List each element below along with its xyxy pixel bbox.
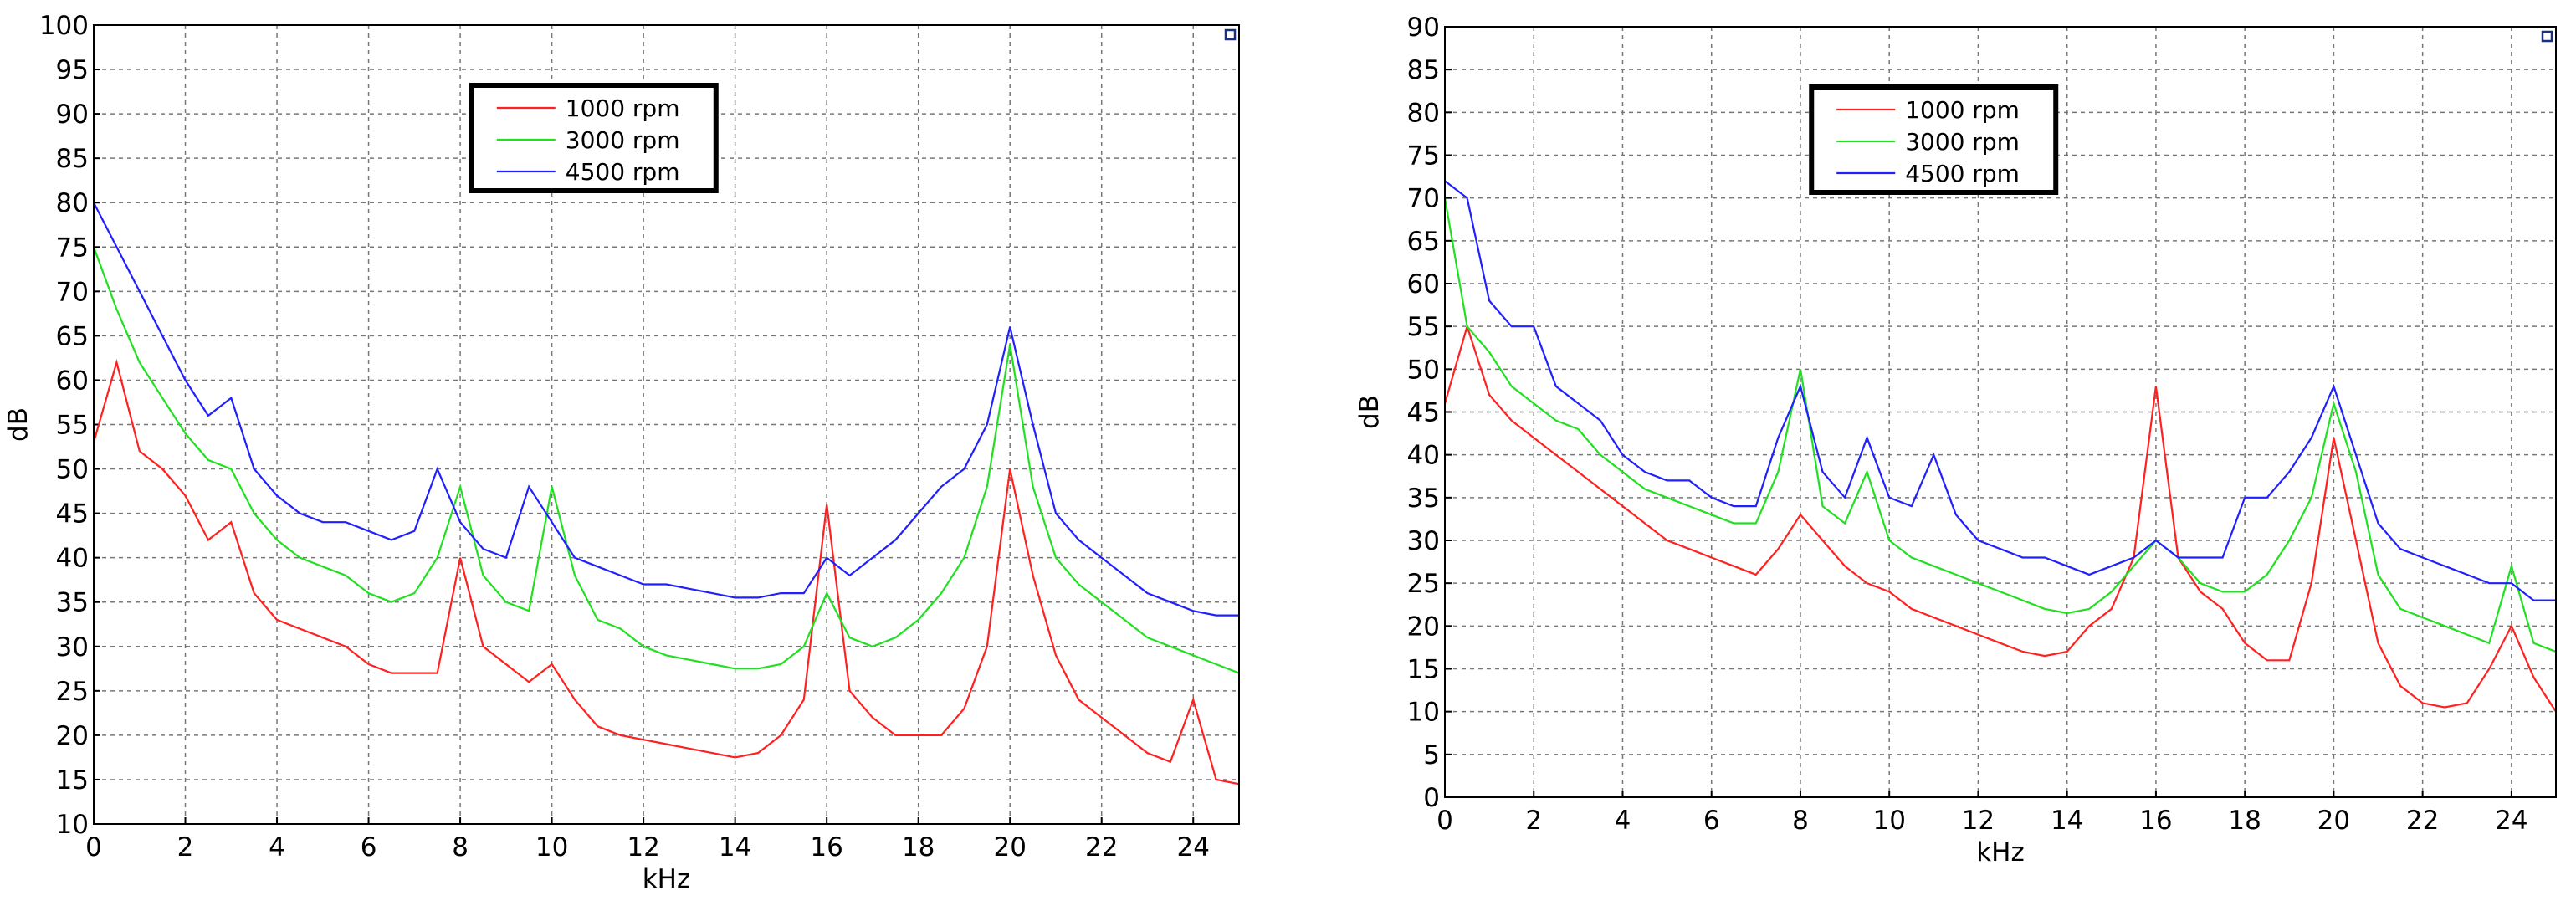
y-tick-label: 40 xyxy=(1407,441,1440,471)
x-axis-label: kHz xyxy=(643,864,691,894)
plot-frame xyxy=(93,24,1240,825)
x-tick-label: 22 xyxy=(2406,806,2439,836)
x-tick-label: 12 xyxy=(627,832,659,862)
x-tick-label: 10 xyxy=(1872,806,1905,836)
legend-label: 4500 rpm xyxy=(566,158,680,186)
y-tick-label: 100 xyxy=(39,11,89,41)
x-tick-label: 2 xyxy=(177,832,194,862)
y-tick-label: 65 xyxy=(1407,227,1440,257)
y-tick-label: 85 xyxy=(1407,55,1440,85)
legend-label: 1000 rpm xyxy=(566,95,680,122)
legend-box xyxy=(1809,84,2059,195)
y-tick-label: 0 xyxy=(1423,783,1440,813)
y-tick-label: 80 xyxy=(56,188,89,218)
y-tick-label: 35 xyxy=(56,588,89,618)
corner-marker xyxy=(1224,28,1237,41)
y-tick-label: 75 xyxy=(56,233,89,263)
series-line xyxy=(94,202,1239,617)
y-tick-label: 45 xyxy=(56,499,89,530)
x-tick-label: 22 xyxy=(1085,832,1118,862)
y-tick-label: 90 xyxy=(56,100,89,130)
legend-label: 3000 rpm xyxy=(1905,128,2020,156)
y-tick-label: 60 xyxy=(56,366,89,396)
x-tick-label: 8 xyxy=(452,832,469,862)
y-axis-label: dB xyxy=(3,407,33,442)
x-tick-label: 0 xyxy=(85,832,102,862)
y-tick-label: 50 xyxy=(1407,355,1440,385)
series-line xyxy=(1445,323,2556,713)
x-tick-label: 2 xyxy=(1525,806,1542,836)
series-line xyxy=(94,246,1239,674)
y-tick-label: 20 xyxy=(1407,612,1440,642)
x-tick-label: 10 xyxy=(535,832,568,862)
x-tick-label: 8 xyxy=(1792,806,1809,836)
y-tick-label: 15 xyxy=(56,765,89,796)
x-tick-label: 12 xyxy=(1962,806,1995,836)
y-tick-label: 70 xyxy=(56,277,89,307)
y-tick-label: 55 xyxy=(1407,312,1440,342)
x-tick-label: 20 xyxy=(2317,806,2350,836)
x-tick-label: 4 xyxy=(1615,806,1631,836)
x-tick-label: 20 xyxy=(993,832,1026,862)
series-line xyxy=(94,359,1239,786)
y-tick-label: 85 xyxy=(56,144,89,174)
y-tick-label: 5 xyxy=(1423,740,1440,770)
x-tick-label: 6 xyxy=(361,832,377,862)
y-tick-label: 75 xyxy=(1407,141,1440,171)
x-tick-label: 18 xyxy=(902,832,935,862)
x-tick-label: 16 xyxy=(2139,806,2172,836)
y-tick-label: 10 xyxy=(1407,698,1440,728)
legend-label: 4500 rpm xyxy=(1905,160,2020,187)
y-tick-label: 90 xyxy=(1407,13,1440,43)
x-tick-label: 18 xyxy=(2228,806,2261,836)
x-tick-label: 4 xyxy=(269,832,285,862)
y-axis-label: dB xyxy=(1355,395,1385,429)
y-tick-label: 70 xyxy=(1407,184,1440,214)
y-tick-label: 50 xyxy=(56,455,89,485)
y-tick-label: 40 xyxy=(56,544,89,574)
legend-box xyxy=(469,83,719,193)
legend-label: 3000 rpm xyxy=(566,126,680,154)
x-tick-label: 24 xyxy=(1177,832,1210,862)
legend-label: 1000 rpm xyxy=(1905,96,2020,124)
x-axis-label: kHz xyxy=(1976,837,2025,867)
corner-marker xyxy=(2541,30,2553,43)
y-tick-label: 55 xyxy=(56,411,89,441)
y-tick-label: 25 xyxy=(1407,569,1440,599)
y-tick-label: 65 xyxy=(56,321,89,351)
y-tick-label: 30 xyxy=(1407,526,1440,556)
x-tick-label: 0 xyxy=(1437,806,1453,836)
x-tick-label: 14 xyxy=(2051,806,2083,836)
y-tick-label: 60 xyxy=(1407,269,1440,299)
y-tick-label: 15 xyxy=(1407,655,1440,685)
x-tick-label: 6 xyxy=(1703,806,1720,836)
y-tick-label: 95 xyxy=(56,55,89,85)
x-tick-label: 16 xyxy=(810,832,842,862)
series-line xyxy=(1445,197,2556,653)
y-tick-label: 45 xyxy=(1407,398,1440,428)
y-tick-label: 25 xyxy=(56,677,89,707)
y-tick-label: 80 xyxy=(1407,98,1440,128)
y-tick-label: 30 xyxy=(56,632,89,663)
series-line xyxy=(1445,180,2556,601)
y-tick-label: 35 xyxy=(1407,484,1440,514)
y-tick-label: 20 xyxy=(56,721,89,751)
plot-frame xyxy=(1444,26,2557,798)
y-tick-label: 10 xyxy=(56,810,89,840)
x-tick-label: 14 xyxy=(719,832,751,862)
x-tick-label: 24 xyxy=(2495,806,2527,836)
